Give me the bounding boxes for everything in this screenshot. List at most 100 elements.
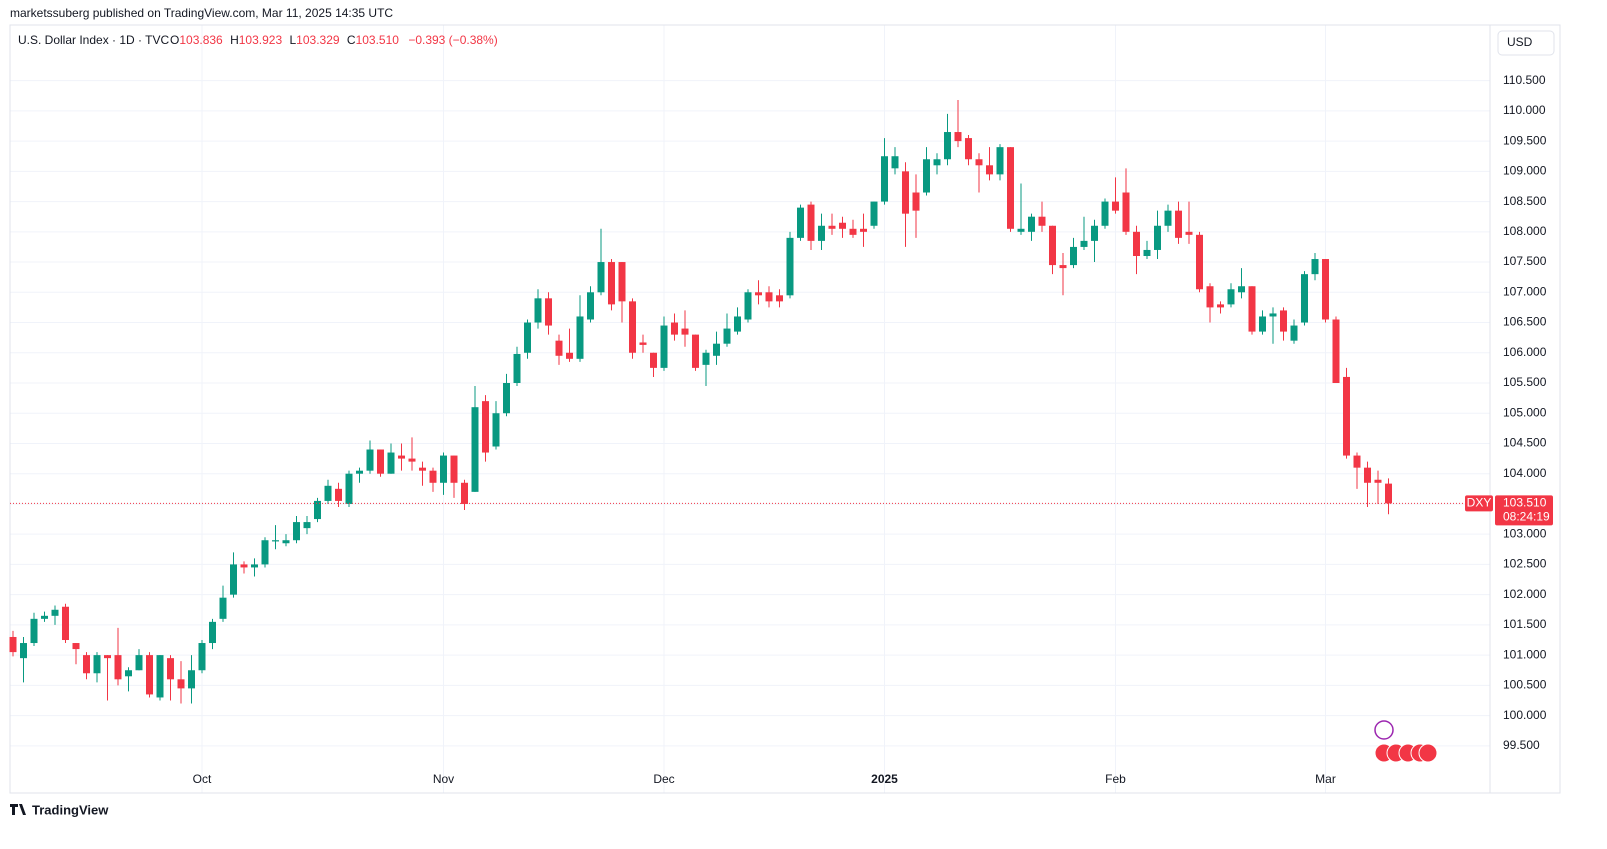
candle-body	[1017, 228, 1025, 232]
y-tick-label: 109.500	[1503, 133, 1547, 147]
candle-body	[450, 455, 458, 483]
candle-body	[965, 138, 972, 160]
candle-body	[461, 482, 468, 504]
candle-body	[576, 316, 584, 359]
y-tick-label: 102.000	[1503, 587, 1547, 601]
currency-button[interactable]	[1497, 30, 1555, 56]
y-tick-label: 107.000	[1503, 284, 1547, 298]
candle-body	[1343, 376, 1350, 456]
candle-body	[72, 643, 80, 650]
y-tick-label: 109.000	[1503, 164, 1547, 178]
plot-frame	[9, 24, 1561, 794]
candle-body	[881, 156, 888, 202]
x-tick-label: Feb	[1105, 772, 1126, 786]
candle-body	[1364, 467, 1371, 483]
candle-body	[429, 470, 437, 483]
candle-body	[608, 262, 615, 305]
candle-body	[387, 452, 395, 474]
candle-body	[1269, 313, 1277, 317]
footer-logo	[10, 804, 26, 815]
candle-body	[786, 237, 794, 296]
candle-body	[849, 228, 857, 235]
candle-body	[1133, 231, 1140, 257]
candle-body	[870, 201, 878, 226]
candle-body	[167, 658, 174, 680]
candle-body	[702, 352, 710, 365]
candle-body	[660, 325, 668, 368]
candle-body	[797, 207, 804, 238]
candle-body	[776, 295, 783, 302]
x-tick-label: 2025	[871, 772, 898, 786]
x-tick-label: Mar	[1315, 772, 1336, 786]
candle-body	[1385, 483, 1392, 504]
candle-body	[923, 159, 930, 193]
legend: U.S. Dollar Index · 1D · TVC O103.836 H1…	[18, 33, 498, 47]
candle-body	[440, 455, 447, 483]
y-tick-label: 106.500	[1503, 315, 1547, 329]
candle-body	[146, 655, 153, 695]
candle-body	[1164, 210, 1172, 226]
x-tick-label: Oct	[193, 772, 212, 786]
candle-body	[1049, 225, 1056, 266]
y-tick-label: 100.000	[1503, 708, 1547, 722]
candle-body	[471, 407, 479, 492]
candle-body	[944, 132, 951, 160]
candle-body	[114, 655, 122, 680]
candle-body	[261, 540, 269, 565]
symbol-badge	[1465, 495, 1493, 512]
candle-body	[818, 225, 825, 241]
candle-body	[240, 564, 248, 568]
candle-body	[188, 670, 195, 689]
candle-body	[272, 540, 279, 542]
candle-body	[1122, 192, 1130, 232]
candle-body	[765, 292, 773, 302]
candle-body	[408, 458, 416, 462]
candle-body	[83, 655, 90, 674]
candle-body	[356, 470, 363, 474]
candle-body	[681, 328, 689, 335]
published-line: marketssuberg published on TradingView.c…	[10, 6, 393, 20]
candle-body	[1091, 225, 1098, 241]
candle-body	[1059, 265, 1067, 269]
candle-body	[639, 342, 647, 345]
candle-body	[41, 615, 48, 619]
candle-body	[1206, 286, 1214, 308]
candle-body	[933, 159, 941, 166]
candle-body	[545, 298, 552, 326]
candle-body	[1259, 316, 1266, 332]
candle-body	[891, 156, 899, 169]
price-badge	[1495, 495, 1553, 526]
y-tick-label: 106.000	[1503, 345, 1547, 359]
y-tick-label: 104.000	[1503, 466, 1547, 480]
flag-icon[interactable]	[1418, 743, 1438, 763]
candle-body	[1143, 249, 1151, 257]
candle-body	[807, 204, 815, 241]
candle-body	[51, 609, 59, 616]
candle-body	[1175, 210, 1182, 238]
candle-body	[1028, 216, 1035, 232]
candle-body	[1280, 310, 1287, 332]
candle-body	[723, 328, 731, 344]
candle-body	[1101, 201, 1109, 226]
event-icon[interactable]	[1374, 720, 1394, 740]
y-tick-label: 110.000	[1503, 103, 1546, 117]
y-tick-label: 108.000	[1503, 224, 1547, 238]
legend-o: 103.836	[179, 33, 223, 47]
candle-body	[1112, 201, 1119, 211]
candle-body	[734, 316, 741, 332]
candle-body	[713, 343, 720, 356]
candle-body	[293, 522, 300, 541]
legend-c: 103.510	[356, 33, 400, 47]
candle-body	[303, 522, 311, 529]
candle-body	[986, 165, 993, 175]
currency[interactable]: USD	[1507, 35, 1533, 49]
legend-l-label: L	[289, 33, 296, 47]
y-tick-label: 105.000	[1503, 405, 1547, 419]
candle-body	[177, 679, 185, 689]
candle-body	[209, 621, 216, 644]
candle-body	[93, 655, 101, 674]
candle-body	[618, 262, 626, 302]
candle-body	[282, 540, 290, 544]
candle-body	[1154, 225, 1161, 250]
